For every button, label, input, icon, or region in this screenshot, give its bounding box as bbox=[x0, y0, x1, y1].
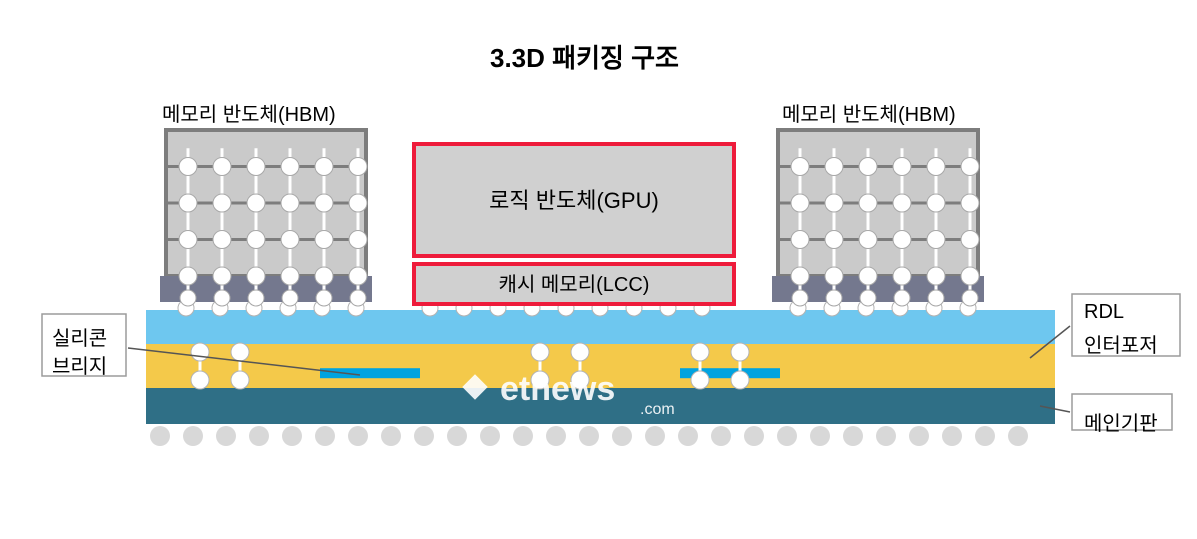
diagram-root: 로직 반도체(GPU) 캐시 메모리(LCC) etnews .com 3.3D 패키… bbox=[0, 0, 1197, 539]
watermark-sub: .com bbox=[640, 401, 675, 418]
label-rdl-line2: 인터포저 bbox=[1084, 329, 1158, 358]
diagram-svg: 로직 반도체(GPU) 캐시 메모리(LCC) etnews .com bbox=[0, 0, 1197, 539]
label-bridge-line1: 실리콘 bbox=[52, 322, 107, 351]
label-rdl-line1: RDL bbox=[1084, 301, 1124, 324]
label-hbm-left: 메모리 반도체(HBM) bbox=[162, 98, 336, 127]
label-mainboard: 메인기판 bbox=[1084, 407, 1158, 436]
label-gpu: 로직 반도체(GPU) bbox=[489, 188, 659, 213]
label-hbm-right: 메모리 반도체(HBM) bbox=[782, 98, 956, 127]
watermark-text: etnews bbox=[500, 370, 615, 408]
label-bridge-line2: 브리지 bbox=[52, 350, 107, 379]
title: 3.3D 패키징 구조 bbox=[490, 38, 679, 75]
label-lcc: 캐시 메모리(LCC) bbox=[499, 273, 650, 296]
